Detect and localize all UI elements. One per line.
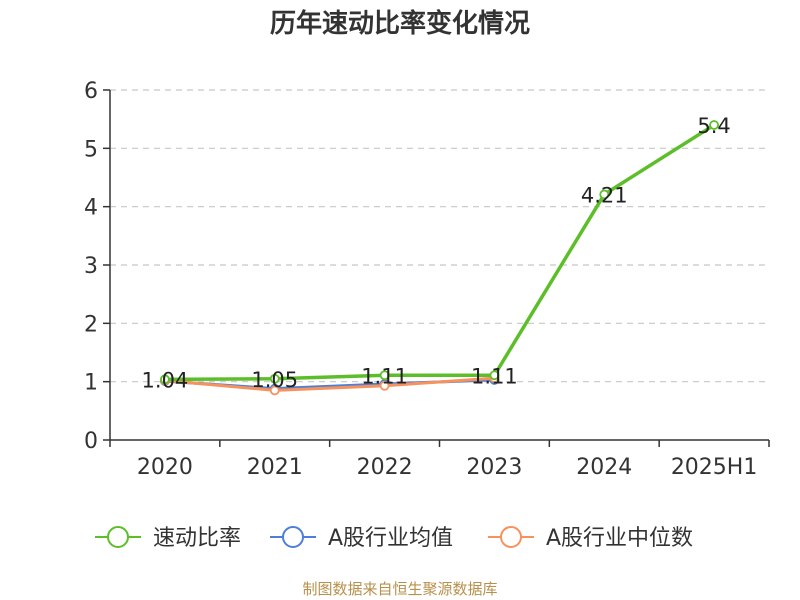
x-tick-label: 2023	[466, 455, 522, 480]
y-tick-label: 1	[84, 371, 98, 396]
legend[interactable]: 速动比率 A股行业均值 A股行业中位数	[95, 526, 693, 551]
legend-label: 速动比率	[153, 526, 241, 551]
chart-title: 历年速动比率变化情况	[270, 8, 530, 39]
data-point[interactable]	[379, 370, 390, 381]
y-tick-label: 2	[84, 312, 98, 337]
grid-lines	[110, 89, 769, 383]
data-label: 1.11	[471, 364, 518, 388]
series-group	[160, 120, 719, 396]
x-tick-label: 2021	[247, 455, 303, 480]
data-point[interactable]	[599, 189, 610, 200]
x-axis: 2020 2021 2022 2023 2024 2025H1	[109, 439, 770, 480]
data-point[interactable]	[489, 370, 500, 381]
data-label: 1.05	[251, 368, 298, 392]
legend-marker	[500, 526, 522, 548]
y-axis: 0 1 2 3 4 5 6	[84, 79, 111, 454]
data-point[interactable]	[709, 120, 719, 130]
y-tick-label: 3	[84, 254, 98, 279]
data-label: 4.21	[581, 183, 628, 207]
legend-marker	[282, 526, 304, 548]
y-tick-label: 6	[84, 79, 98, 104]
series-line	[164, 376, 495, 392]
y-tick-label: 4	[84, 196, 98, 221]
x-tick-label: 2022	[357, 455, 413, 480]
data-labels: 1.04 1.05 1.11 1.11 4.21 5.4	[142, 114, 731, 392]
x-tick-label: 2025H1	[671, 455, 758, 480]
y-tick-label: 5	[84, 137, 98, 162]
data-point[interactable]	[269, 373, 280, 384]
legend-item-2[interactable]: A股行业中位数	[488, 526, 693, 551]
data-point[interactable]	[160, 374, 170, 385]
legend-item-0[interactable]: 速动比率	[95, 526, 241, 551]
legend-marker	[107, 526, 129, 548]
legend-label: A股行业均值	[328, 526, 453, 551]
series-0	[160, 120, 719, 385]
data-label: 5.4	[697, 114, 730, 138]
legend-label: A股行业中位数	[546, 526, 693, 551]
data-label: 1.04	[142, 368, 189, 392]
series-line	[164, 123, 716, 382]
x-tick-label: 2020	[137, 455, 193, 480]
data-point[interactable]	[269, 385, 280, 396]
x-tick-label: 2024	[576, 455, 632, 480]
legend-item-1[interactable]: A股行业均值	[270, 526, 453, 551]
data-point[interactable]	[379, 380, 390, 391]
data-label: 1.11	[361, 364, 408, 388]
y-tick-label: 0	[84, 429, 98, 454]
footer-source: 制图数据来自恒生聚源数据库	[302, 580, 497, 598]
